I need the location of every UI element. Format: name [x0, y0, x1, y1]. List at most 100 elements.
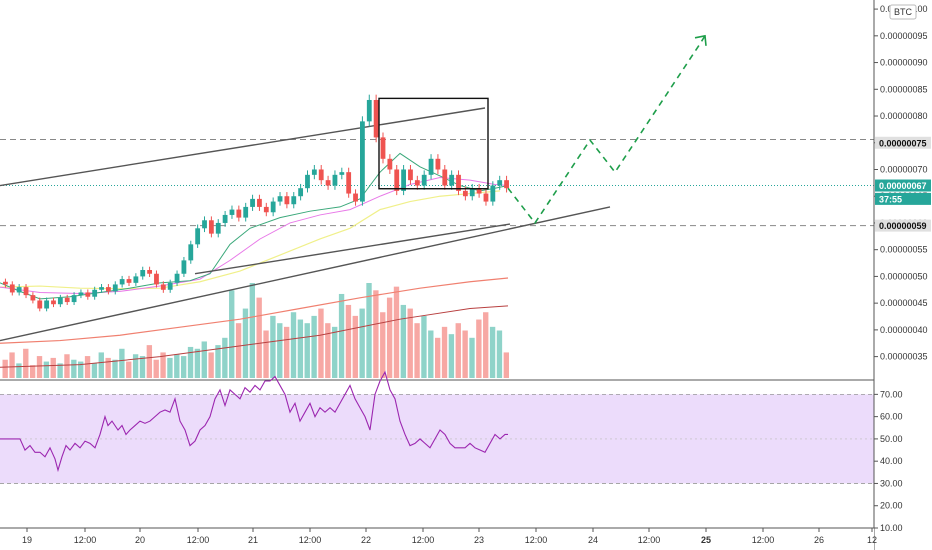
- candle-body: [250, 198, 255, 207]
- time-tick-label: 21: [248, 535, 258, 545]
- price-tick-label: 0.00000085: [880, 84, 928, 94]
- volume-bar: [455, 323, 461, 378]
- candle-body: [78, 292, 84, 296]
- candle-body: [64, 297, 70, 303]
- volume-bar: [112, 359, 118, 378]
- volume-bar: [476, 319, 482, 378]
- candle-body: [257, 198, 262, 207]
- candle-body: [30, 295, 36, 301]
- trendline: [0, 107, 486, 187]
- volume-bar: [222, 337, 228, 378]
- volume-bar: [64, 354, 70, 378]
- candle-body: [366, 99, 372, 122]
- candle-body: [85, 292, 91, 297]
- candle-body: [469, 188, 475, 197]
- volume-bar: [503, 352, 509, 378]
- projection-arrowhead: [694, 34, 707, 46]
- candle-body: [353, 193, 358, 202]
- volume-bar: [78, 361, 84, 378]
- sma-red-line: [0, 277, 509, 344]
- candle-body: [387, 158, 393, 170]
- candle-body: [277, 196, 283, 202]
- volume-bar: [448, 334, 455, 378]
- volume-bar: [36, 356, 43, 378]
- volume-bar: [160, 352, 166, 378]
- price-tag: [875, 219, 931, 232]
- volume-bar: [23, 348, 29, 378]
- candle-body: [16, 287, 22, 293]
- volume-bar: [256, 297, 262, 378]
- price-tick-label: 0.00000095: [880, 31, 928, 41]
- candle-body: [291, 196, 297, 205]
- volume-bar: [43, 361, 50, 378]
- volume-bar: [400, 304, 407, 378]
- volume-bar: [242, 308, 249, 378]
- volume-bar: [489, 326, 496, 378]
- candle-body: [188, 244, 194, 261]
- candle-body: [23, 287, 29, 296]
- volume-bar: [373, 290, 379, 378]
- projection-path: [507, 35, 706, 225]
- volume-bar: [194, 348, 201, 378]
- volume-bar: [338, 293, 345, 378]
- candle-body: [202, 220, 207, 229]
- price-tick-label: 0.00000070: [880, 164, 928, 174]
- candle-body: [394, 169, 400, 191]
- candle-body: [99, 287, 104, 290]
- volume-bar: [146, 345, 153, 378]
- volume-bar: [380, 312, 386, 378]
- candle-body: [270, 201, 276, 213]
- candle-body: [92, 289, 98, 297]
- volume-bar: [201, 341, 207, 378]
- volume-bar: [71, 359, 77, 378]
- candle-body: [174, 273, 180, 283]
- volume-bar: [496, 330, 503, 378]
- volume-bar: [345, 304, 352, 378]
- volume-bar: [483, 312, 489, 378]
- candle-body: [106, 287, 111, 292]
- candle-body: [401, 169, 406, 191]
- volume-bar: [386, 297, 393, 378]
- candle-body: [380, 137, 386, 159]
- volume-bar: [352, 315, 358, 378]
- volume-bar: [462, 330, 468, 378]
- time-tick-label: 12:00: [752, 535, 775, 545]
- time-tick-label: 25: [701, 535, 711, 545]
- price-tag: [875, 192, 931, 205]
- candle-body: [346, 172, 352, 194]
- quote-currency-label: BTC: [894, 7, 913, 17]
- time-tick-label: 12:00: [74, 535, 97, 545]
- volume-bar: [297, 319, 304, 378]
- time-tick-label: 24: [588, 535, 598, 545]
- price-tick-label: 0.00000045: [880, 298, 928, 308]
- volume-bar: [98, 352, 104, 378]
- candle-body: [456, 174, 461, 191]
- candle-body: [208, 220, 214, 234]
- price-tag: [875, 136, 931, 149]
- candle-body: [497, 180, 503, 186]
- volume-bar: [119, 348, 125, 378]
- price-tick-label: 0.00000080: [880, 111, 928, 121]
- candle-body: [414, 180, 420, 186]
- time-tick-label: 22: [361, 535, 371, 545]
- volume-bar: [318, 308, 324, 378]
- candle-body: [421, 174, 427, 186]
- rsi-tick-label: 30.00: [880, 478, 903, 488]
- volume-bar: [263, 330, 269, 378]
- rsi-line: [0, 370, 508, 473]
- price-axis-bg: [874, 0, 932, 550]
- rsi-tick-label: 10.00: [880, 523, 903, 533]
- volume-bar: [407, 308, 413, 378]
- candle-body: [181, 260, 187, 274]
- volume-bar: [208, 352, 214, 378]
- time-tick-label: 23: [474, 535, 484, 545]
- volume-bar: [57, 363, 63, 378]
- candle-body: [305, 174, 310, 189]
- rsi-tick-label: 60.00: [880, 412, 903, 422]
- candle-body: [311, 169, 317, 175]
- volume-bar: [428, 330, 434, 378]
- time-tick-label: 12:00: [525, 535, 548, 545]
- candle-body: [222, 214, 228, 223]
- volume-bar: [9, 352, 15, 378]
